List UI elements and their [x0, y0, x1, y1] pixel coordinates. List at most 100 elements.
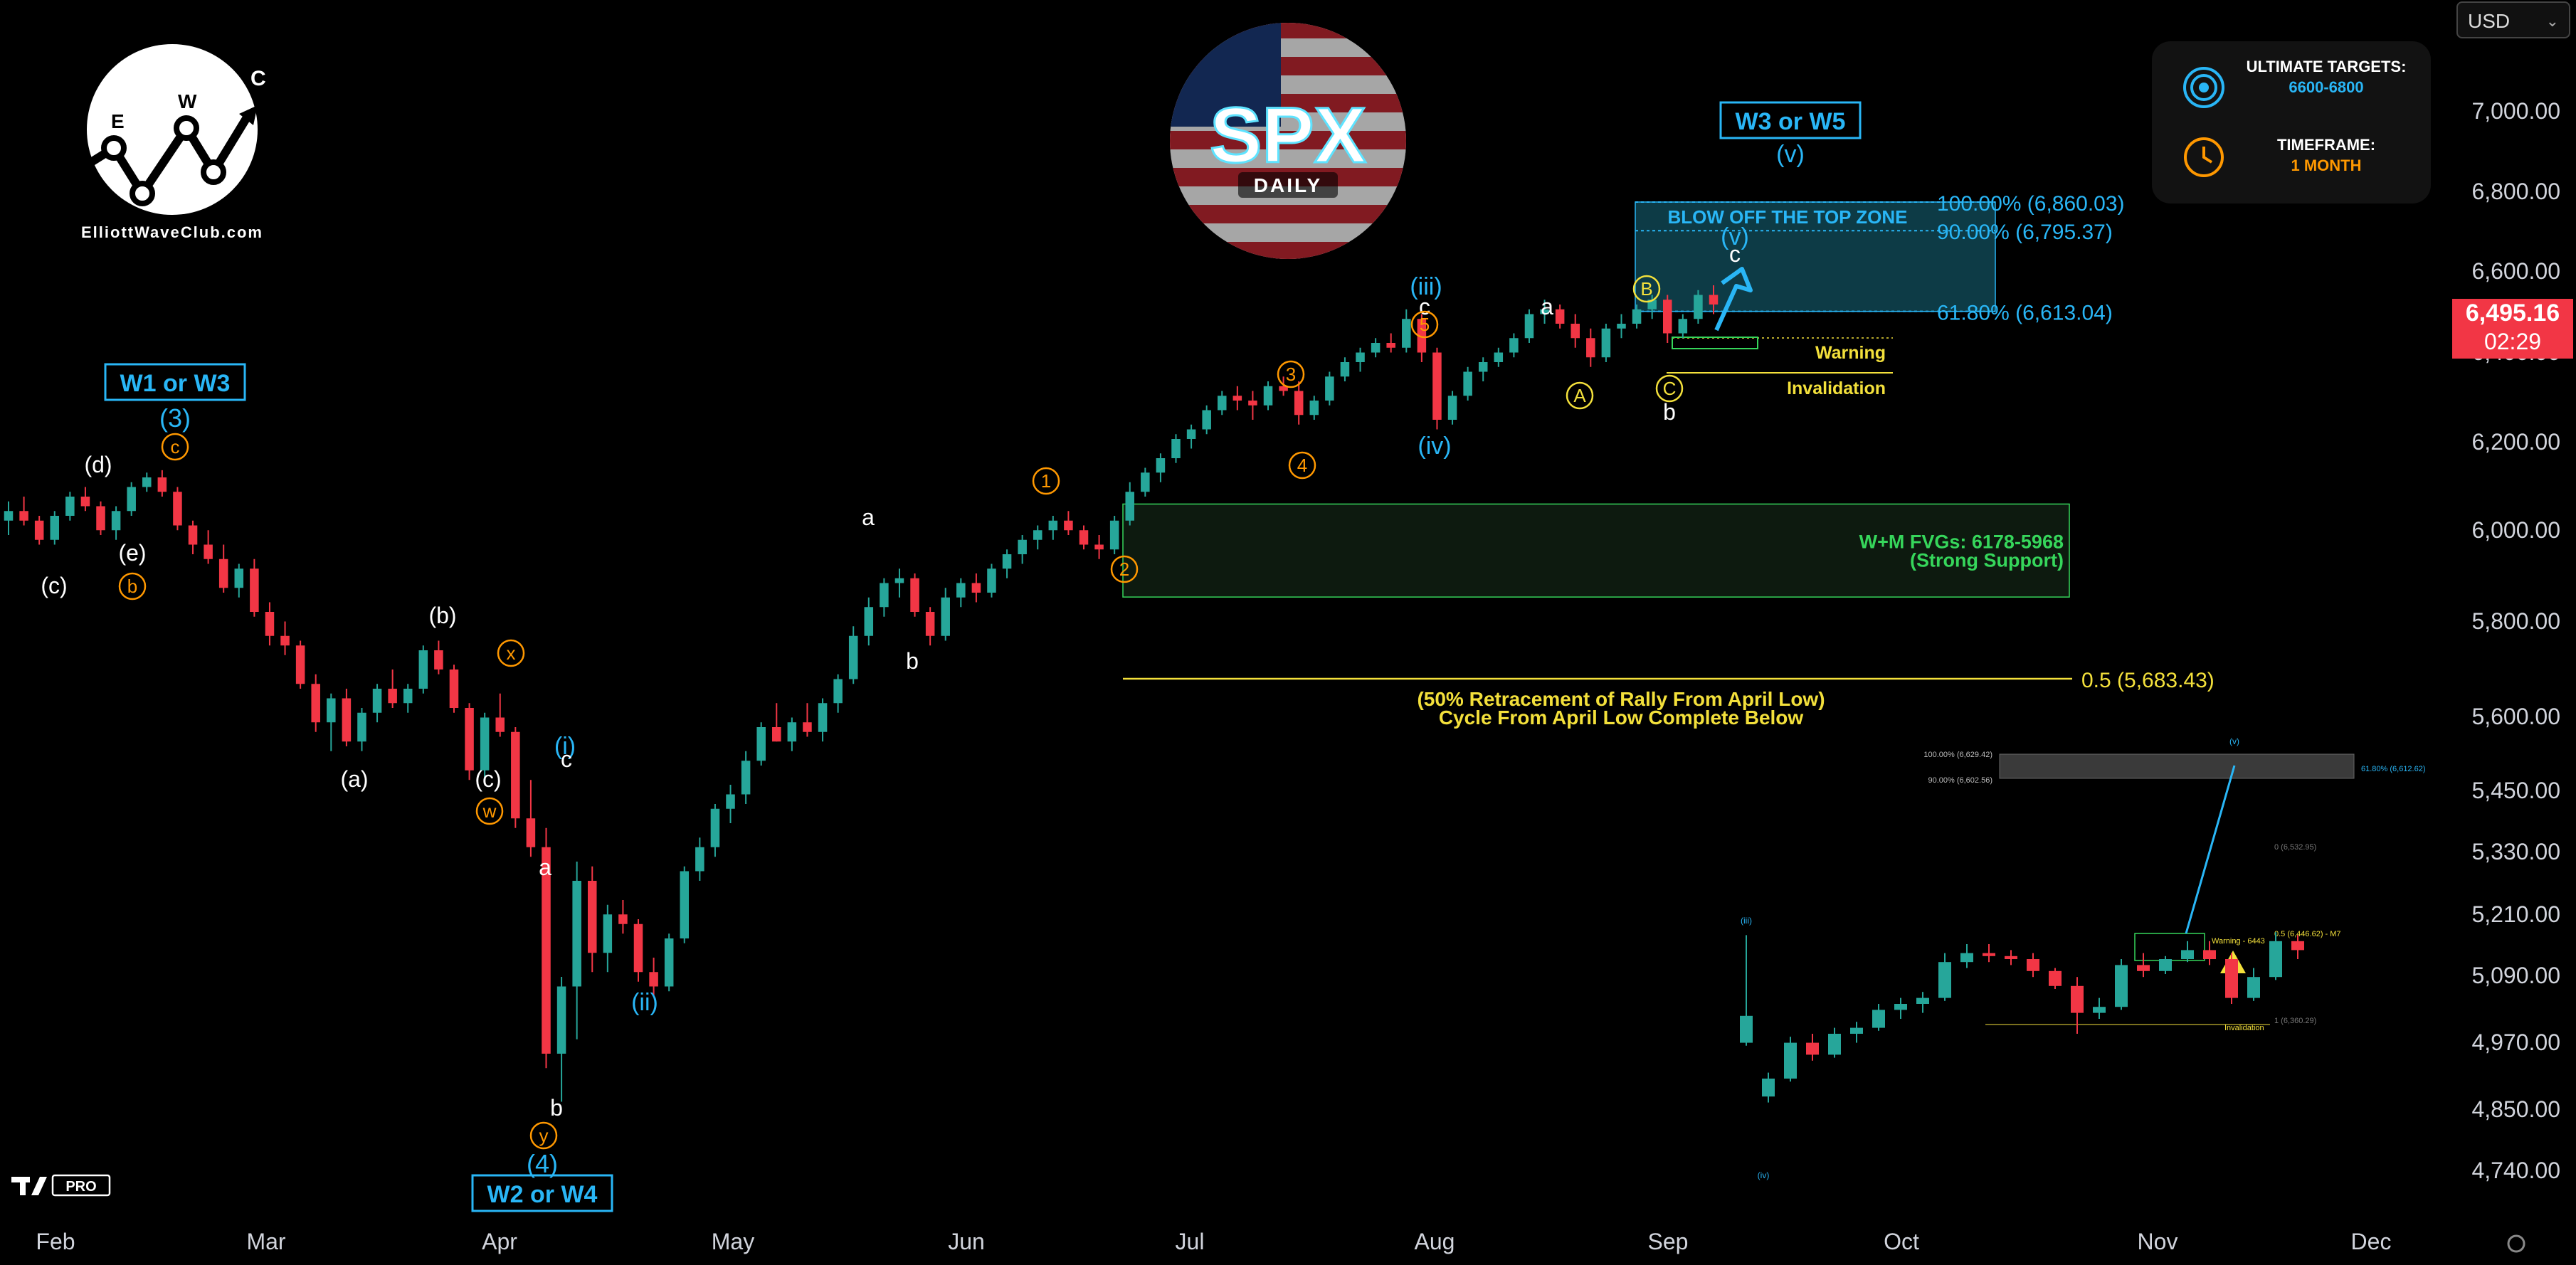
currency-selector[interactable]: USD ⌄ — [2456, 1, 2570, 38]
inset-label: 100.00% (6,629.42) — [1923, 751, 1992, 759]
y-tick-label: 5,450.00 — [2471, 778, 2560, 803]
candle — [1309, 396, 1319, 420]
fib-level-label: 100.00% (6,860.03) — [1937, 192, 2125, 216]
candle-body — [127, 487, 136, 512]
wave-label: c — [1419, 294, 1430, 319]
candle-body — [833, 679, 843, 704]
candle-body — [818, 703, 828, 732]
y-tick-label: 5,600.00 — [2471, 704, 2560, 729]
inset-candle-body — [2005, 956, 2017, 959]
candle-body — [50, 516, 60, 540]
wave-labels-group: W1 or W3 W2 or W4 W3 or W5 (3) (4) (v) (v) (i) (… — [41, 101, 1862, 1212]
candle — [1279, 376, 1288, 396]
candle-body — [1340, 362, 1350, 377]
inset-candle — [2203, 941, 2216, 965]
candle-body — [1524, 314, 1534, 339]
badge-subtitle: DAILY — [1254, 174, 1322, 196]
candle-body — [956, 583, 966, 598]
candle — [664, 933, 674, 992]
inset-candle — [2093, 997, 2106, 1019]
targets-row: ULTIMATE TARGETS: 6600-6800 — [2152, 50, 2431, 121]
candle-body — [80, 497, 90, 507]
wave-box — [1719, 101, 1862, 139]
candle-body — [1186, 429, 1196, 439]
candle — [1002, 549, 1012, 578]
candle — [234, 563, 244, 598]
candle — [1340, 357, 1350, 381]
candle-body — [987, 568, 996, 593]
gear-icon — [2507, 1234, 2525, 1253]
candle — [803, 703, 812, 737]
candle — [1033, 525, 1042, 550]
candle — [1432, 347, 1442, 430]
candle — [1694, 290, 1703, 324]
candle-body — [1571, 324, 1580, 339]
wave-circle — [1110, 555, 1139, 583]
x-tick-label: Mar — [246, 1229, 285, 1254]
candle — [572, 862, 581, 1039]
candle — [542, 827, 551, 1069]
wave-circle — [1566, 381, 1594, 410]
candle-body — [741, 761, 751, 795]
fib-level-label: 61.80% (6,613.04) — [1937, 302, 2113, 325]
candle-body — [1156, 458, 1166, 473]
candle-body — [710, 808, 720, 847]
candle — [1186, 424, 1196, 449]
candle — [250, 559, 259, 617]
candle-body — [1232, 396, 1242, 401]
candle-body — [756, 727, 766, 761]
candle-body — [664, 938, 674, 987]
inset-label: 90.00% (6,602.56) — [1928, 776, 1992, 785]
projection-arrow — [1714, 267, 1753, 332]
inset-candle — [1784, 1037, 1797, 1082]
candle-body — [342, 698, 352, 742]
inset-candle-body — [2027, 959, 2039, 971]
price-axis[interactable]: 7,000.006,800.006,600.006,400.006,200.00… — [2471, 98, 2560, 1183]
wave-label: A — [1573, 385, 1586, 406]
inset-candle — [2291, 935, 2304, 959]
candle — [280, 621, 290, 655]
timeframe-value: 1 MONTH — [2291, 157, 2362, 174]
x-tick-label: May — [712, 1229, 754, 1254]
target-icon — [2183, 67, 2224, 108]
candle-body — [542, 847, 551, 1054]
candle-body — [880, 583, 889, 608]
candle-body — [1432, 352, 1442, 420]
logo-letter-e: E — [111, 110, 125, 132]
wave-label: (i) — [554, 733, 576, 760]
candle — [1678, 314, 1688, 339]
candle-body — [1202, 410, 1211, 430]
candle-body — [1094, 544, 1104, 550]
wave-circle — [1410, 310, 1439, 339]
inset-candle-body — [2115, 965, 2128, 1007]
y-tick-label: 5,090.00 — [2471, 963, 2560, 988]
time-axis[interactable]: Feb Mar Apr May Jun Jul Aug Sep Oct Nov Dec — [36, 1229, 2525, 1254]
candle — [311, 674, 320, 732]
candle — [618, 900, 628, 934]
logo-letter-w: W — [178, 90, 197, 112]
candle-body — [234, 568, 244, 588]
inset-candle — [1960, 944, 1973, 968]
candle-body — [1171, 439, 1181, 458]
inset-warning-box — [2134, 933, 2205, 961]
inset-candle — [2225, 953, 2238, 1004]
candle-body — [265, 612, 275, 636]
candle — [511, 727, 520, 828]
candle-body — [1478, 362, 1488, 372]
inset-candle — [2181, 941, 2194, 963]
wave-label: (b) — [428, 603, 456, 628]
candle-body — [1617, 324, 1626, 329]
candle-body — [1356, 352, 1365, 362]
inset-label: 0 (6,532.95) — [2274, 843, 2316, 852]
candle-body — [864, 607, 874, 636]
logo-letter-c: C — [250, 67, 266, 90]
y-tick-label: 5,800.00 — [2471, 608, 2560, 634]
tradingview-logo[interactable]: PRO — [11, 1174, 111, 1197]
inset-candle — [1806, 1034, 1819, 1061]
inset-candle — [2027, 953, 2039, 978]
candle-body — [894, 578, 904, 583]
candle — [1478, 357, 1488, 381]
candle — [787, 717, 797, 751]
candle-body — [1064, 520, 1073, 531]
